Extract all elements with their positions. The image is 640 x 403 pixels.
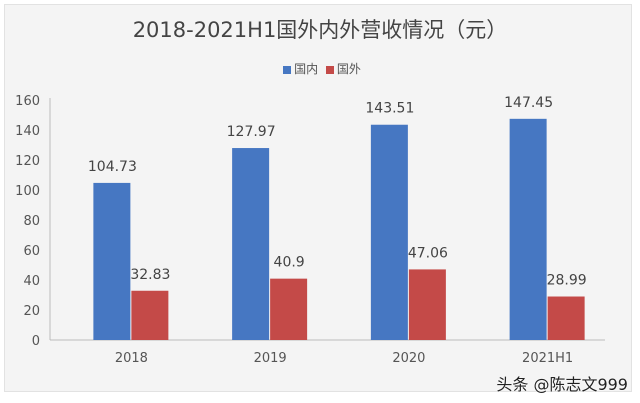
bar-domestic: [509, 118, 547, 340]
bar-overseas: [131, 290, 169, 340]
bar-overseas: [270, 278, 308, 340]
data-label: 32.83: [130, 267, 170, 283]
legend-swatch-domestic: [283, 65, 292, 74]
data-label: 47.06: [408, 245, 448, 261]
data-label: 104.73: [88, 159, 137, 175]
watermark: 头条 @陈志文999: [496, 375, 628, 394]
bar-overseas: [547, 296, 585, 340]
data-label: 147.45: [504, 95, 553, 111]
data-label: 40.9: [274, 255, 305, 271]
data-label: 143.51: [365, 101, 414, 117]
y-tick-label: 140: [15, 124, 40, 139]
y-tick-label: 120: [15, 154, 40, 169]
legend-label-domestic: 国内: [294, 62, 319, 76]
y-tick-label: 160: [15, 94, 40, 109]
legend-swatch-overseas: [325, 65, 334, 74]
x-tick-label: 2018: [115, 351, 148, 366]
y-tick-label: 100: [15, 184, 40, 199]
y-tick-label: 0: [32, 334, 40, 349]
y-tick-label: 80: [23, 214, 40, 229]
legend-label-overseas: 国外: [336, 62, 361, 76]
data-label: 127.97: [227, 124, 276, 140]
x-tick-label: 2019: [254, 351, 287, 366]
chart-title: 2018-2021H1国外内外营收情况（元）: [132, 18, 508, 42]
data-label: 28.99: [547, 273, 587, 289]
x-tick-label: 2020: [392, 351, 425, 366]
bar-domestic: [93, 182, 131, 340]
legend: 国内 国外: [0, 60, 640, 77]
y-tick-label: 20: [23, 304, 40, 319]
y-tick-label: 60: [23, 244, 40, 259]
bar-domestic: [370, 124, 408, 340]
bar-domestic: [232, 148, 270, 340]
x-tick-label: 2021H1: [522, 351, 573, 366]
y-tick-label: 40: [23, 274, 40, 289]
bar-overseas: [408, 269, 446, 340]
